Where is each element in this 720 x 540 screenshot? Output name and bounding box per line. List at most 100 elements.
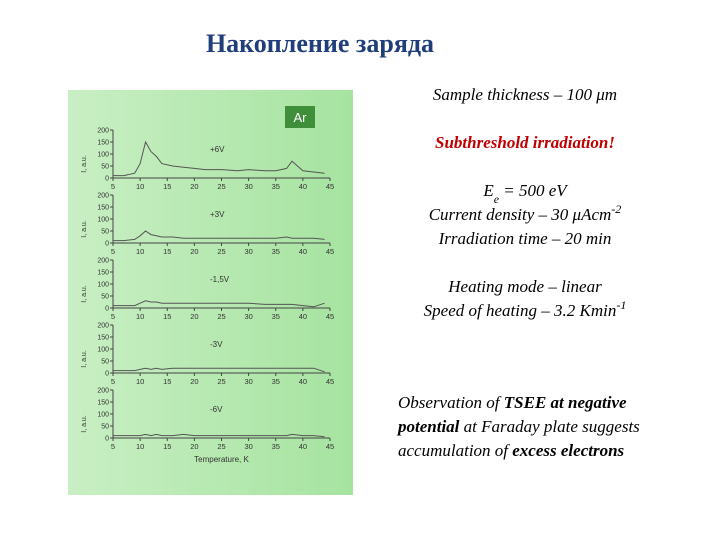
note-text: Current density – 30 μAcm xyxy=(429,205,612,224)
note-line: Irradiation time – 20 min xyxy=(438,229,612,248)
note-text: Irradiation time – 20 min xyxy=(438,229,612,248)
panel-label: Ar xyxy=(294,110,308,125)
y-axis-label: I, a.u. xyxy=(81,350,88,368)
x-tick-label: 45 xyxy=(326,377,334,386)
note-text: -1 xyxy=(616,298,626,312)
x-tick-label: 35 xyxy=(272,442,280,451)
x-tick-label: 30 xyxy=(244,442,252,451)
note-text: Speed of heating – 3.2 Kmin xyxy=(424,301,617,320)
x-tick-label: 30 xyxy=(244,247,252,256)
y-tick-label: 150 xyxy=(97,140,109,147)
x-tick-label: 20 xyxy=(190,182,198,191)
note-line: accumulation of excess electrons xyxy=(398,441,625,460)
y-axis-label: I, a.u. xyxy=(81,155,88,173)
series-label: +3V xyxy=(210,210,225,219)
data-line xyxy=(113,300,325,308)
note-line: potential at Faraday plate suggests xyxy=(396,417,640,436)
y-tick-label: 50 xyxy=(101,424,109,431)
x-tick-label: 35 xyxy=(272,182,280,191)
x-tick-label: 5 xyxy=(111,377,115,386)
y-tick-label: 50 xyxy=(101,359,109,366)
y-tick-label: 100 xyxy=(97,347,109,354)
x-tick-label: 35 xyxy=(272,247,280,256)
x-tick-label: 25 xyxy=(217,377,225,386)
x-tick-label: 15 xyxy=(163,442,171,451)
note-line: Speed of heating – 3.2 Kmin-1 xyxy=(424,298,627,320)
chart-panel xyxy=(68,90,353,495)
x-tick-label: 5 xyxy=(111,312,115,321)
x-tick-label: 15 xyxy=(163,182,171,191)
note-text: accumulation of xyxy=(398,441,512,460)
y-tick-label: 150 xyxy=(97,205,109,212)
label-box xyxy=(285,106,315,128)
x-tick-label: 25 xyxy=(217,442,225,451)
x-tick-label: 25 xyxy=(217,182,225,191)
y-tick-label: 50 xyxy=(101,229,109,236)
y-tick-label: 100 xyxy=(97,282,109,289)
x-tick-label: 20 xyxy=(190,247,198,256)
note-text: potential xyxy=(396,417,460,436)
x-tick-label: 15 xyxy=(163,247,171,256)
x-tick-label: 20 xyxy=(190,377,198,386)
title: Накопление заряда xyxy=(206,29,434,58)
y-tick-label: 0 xyxy=(105,241,109,248)
y-tick-label: 50 xyxy=(101,294,109,301)
x-tick-label: 10 xyxy=(136,312,144,321)
x-tick-label: 25 xyxy=(217,312,225,321)
x-tick-label: 40 xyxy=(299,442,307,451)
x-tick-label: 10 xyxy=(136,442,144,451)
x-tick-label: 5 xyxy=(111,247,115,256)
y-tick-label: 150 xyxy=(97,400,109,407)
note-text: E xyxy=(482,181,494,200)
y-axis-label: I, a.u. xyxy=(81,220,88,238)
x-tick-label: 45 xyxy=(326,247,334,256)
note-text: Heating mode – linear xyxy=(447,277,602,296)
x-tick-label: 15 xyxy=(163,377,171,386)
x-tick-label: 40 xyxy=(299,377,307,386)
note-text: = 500 eV xyxy=(499,181,569,200)
series-label: -1,5V xyxy=(210,275,230,284)
y-tick-label: 200 xyxy=(97,193,109,200)
y-tick-label: 100 xyxy=(97,152,109,159)
x-tick-label: 45 xyxy=(326,312,334,321)
note-text: Subthreshold irradiation! xyxy=(435,133,615,152)
y-tick-label: 50 xyxy=(101,164,109,171)
y-tick-label: 150 xyxy=(97,270,109,277)
note-text: TSEE at negative xyxy=(504,393,627,412)
data-line xyxy=(113,433,325,438)
data-line xyxy=(113,367,325,373)
note-text: excess electrons xyxy=(512,441,624,460)
x-tick-label: 30 xyxy=(244,377,252,386)
note-line: Observation of TSEE at negative xyxy=(398,393,627,412)
y-tick-label: 0 xyxy=(105,176,109,183)
x-tick-label: 40 xyxy=(299,182,307,191)
y-tick-label: 0 xyxy=(105,436,109,443)
note-line: Ee = 500 eV xyxy=(482,181,569,206)
note-text: Sample thickness – 100 μm xyxy=(433,85,617,104)
x-tick-label: 35 xyxy=(272,312,280,321)
y-tick-label: 100 xyxy=(97,217,109,224)
y-axis-label: I, a.u. xyxy=(81,415,88,433)
note-text: -2 xyxy=(611,202,621,216)
data-line xyxy=(113,140,325,177)
x-tick-label: 15 xyxy=(163,312,171,321)
x-tick-label: 5 xyxy=(111,442,115,451)
note-line: Sample thickness – 100 μm xyxy=(433,85,617,104)
x-tick-label: 30 xyxy=(244,312,252,321)
x-axis-label: Temperature, K xyxy=(194,455,249,464)
y-tick-label: 150 xyxy=(97,335,109,342)
y-tick-label: 100 xyxy=(97,412,109,419)
y-tick-label: 200 xyxy=(97,388,109,395)
x-tick-label: 10 xyxy=(136,247,144,256)
x-tick-label: 20 xyxy=(190,312,198,321)
note-line: Heating mode – linear xyxy=(447,277,602,296)
y-axis-label: I, a.u. xyxy=(81,285,88,303)
note-line: Current density – 30 μAcm-2 xyxy=(429,202,622,224)
x-tick-label: 45 xyxy=(326,442,334,451)
x-tick-label: 35 xyxy=(272,377,280,386)
x-tick-label: 5 xyxy=(111,182,115,191)
y-tick-label: 0 xyxy=(105,371,109,378)
series-label: -6V xyxy=(210,405,223,414)
x-tick-label: 40 xyxy=(299,247,307,256)
note-text: Observation of xyxy=(398,393,504,412)
